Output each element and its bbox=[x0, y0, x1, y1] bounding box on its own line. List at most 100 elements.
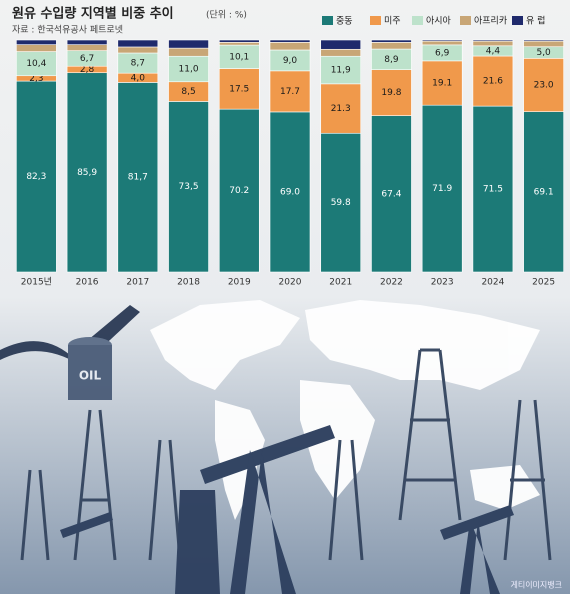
data-label: 6,9 bbox=[435, 48, 450, 58]
map-north-america bbox=[150, 300, 300, 390]
bar-segment bbox=[269, 42, 311, 51]
data-label: 71.9 bbox=[432, 184, 452, 194]
bar-segment bbox=[320, 132, 362, 273]
bar-segment bbox=[168, 47, 209, 57]
data-label: 4,0 bbox=[131, 73, 146, 83]
bar-segment bbox=[16, 44, 57, 52]
data-label: 73,5 bbox=[179, 182, 199, 192]
legend-swatch bbox=[460, 16, 471, 25]
data-label: 6,7 bbox=[80, 54, 94, 64]
data-label: 71.5 bbox=[483, 185, 503, 195]
data-label: 11,0 bbox=[179, 65, 199, 75]
legend-label: 중동 bbox=[336, 16, 353, 27]
bar-segment bbox=[421, 39, 463, 42]
bar-segment bbox=[117, 82, 159, 273]
data-label: 10,1 bbox=[229, 52, 249, 62]
data-label: 11,9 bbox=[331, 66, 351, 76]
bar-segment bbox=[523, 39, 564, 42]
bar-segment bbox=[421, 104, 463, 273]
bar-segment bbox=[168, 101, 209, 273]
legend-swatch bbox=[412, 16, 423, 25]
data-label: 17.7 bbox=[280, 87, 300, 97]
legend-label: 미주 bbox=[384, 16, 401, 27]
barrel bbox=[68, 345, 112, 400]
data-label: 69.0 bbox=[280, 187, 300, 197]
bar-segment bbox=[421, 60, 463, 106]
bar-segment bbox=[269, 70, 311, 113]
data-label: 85,9 bbox=[77, 168, 97, 178]
bar-segment bbox=[523, 40, 564, 48]
bar-segment bbox=[320, 55, 362, 85]
x-tick-label: 2018 bbox=[177, 278, 200, 288]
bar-segment bbox=[371, 69, 412, 116]
data-label: 82,3 bbox=[26, 172, 46, 182]
bar-segment bbox=[218, 39, 260, 43]
bar-segment bbox=[472, 40, 514, 47]
illustration: OIL bbox=[0, 300, 552, 594]
fuel-nozzle bbox=[0, 305, 140, 365]
legend-swatch bbox=[370, 16, 381, 25]
data-label: 9,0 bbox=[283, 56, 298, 66]
bar-segment bbox=[168, 39, 209, 49]
chart-subtitle: (단위 : %) bbox=[206, 10, 247, 21]
bar-segment bbox=[66, 72, 108, 273]
bar-segment bbox=[117, 39, 159, 48]
data-label: 2,8 bbox=[80, 65, 95, 75]
bar-segment bbox=[371, 42, 412, 50]
data-label: 70.2 bbox=[229, 186, 249, 196]
data-label: 23.0 bbox=[534, 81, 554, 91]
pumpjacks bbox=[60, 425, 514, 594]
x-tick-label: 2015년 bbox=[21, 277, 52, 288]
source: 자료 : 한국석유공사 페트로넷 bbox=[12, 25, 123, 36]
credit: 게티이미지뱅크 bbox=[510, 580, 562, 590]
map-eurasia bbox=[305, 300, 540, 390]
bar-segment bbox=[117, 46, 159, 54]
data-label: 8,5 bbox=[181, 87, 195, 97]
x-tick-label: 2017 bbox=[126, 278, 149, 288]
legend-swatch bbox=[322, 16, 333, 25]
x-tick-label: 2021 bbox=[329, 278, 352, 288]
data-label: 81,7 bbox=[128, 173, 148, 183]
map-australia bbox=[470, 465, 540, 510]
data-label: 69.1 bbox=[534, 187, 554, 197]
legend-label: 아시아 bbox=[426, 16, 452, 27]
bar-segment bbox=[472, 105, 514, 273]
bar-segment bbox=[269, 111, 311, 273]
bar-segment bbox=[218, 68, 260, 110]
bar-segment bbox=[16, 80, 57, 273]
bar-segment bbox=[523, 111, 564, 273]
data-label: 8,9 bbox=[384, 55, 399, 65]
bar-segment bbox=[218, 42, 260, 46]
bar-segment bbox=[421, 40, 463, 46]
x-tick-label: 2020 bbox=[279, 278, 302, 288]
legend-label: 유 럽 bbox=[526, 16, 545, 27]
data-label: 67.4 bbox=[381, 189, 401, 199]
x-tick-label: 2024 bbox=[481, 278, 504, 288]
map-africa bbox=[300, 380, 375, 500]
bar-segment bbox=[16, 39, 57, 45]
bar-segment bbox=[371, 39, 412, 43]
data-label: 8,7 bbox=[131, 59, 145, 69]
bar-segment bbox=[472, 39, 514, 42]
chart-title: 원유 수입량 지역별 비중 추이 bbox=[12, 6, 174, 22]
bar-segment bbox=[320, 48, 362, 57]
x-tick-label: 2016 bbox=[76, 278, 99, 288]
x-tick-label: 2019 bbox=[228, 278, 251, 288]
bar-segment bbox=[320, 39, 362, 50]
legend-label: 아프리카 bbox=[474, 16, 507, 27]
bar-segment bbox=[16, 51, 57, 77]
data-label: 4,4 bbox=[486, 46, 501, 56]
data-label: 19.8 bbox=[381, 88, 401, 98]
legend-swatch bbox=[512, 16, 523, 25]
data-label: 2,3 bbox=[29, 74, 43, 84]
bar-segment bbox=[269, 39, 311, 43]
bar-segment bbox=[218, 108, 260, 273]
bar-segment bbox=[66, 44, 108, 51]
derricks bbox=[20, 348, 552, 561]
plot: 중동 미주 아시아 아프리카 유 럽 82,3 2,3 10,4 2015년 85,9 2,86,7… bbox=[16, 16, 564, 288]
data-label: 10,4 bbox=[26, 59, 46, 69]
data-label: 19.1 bbox=[432, 79, 452, 89]
bar-segment bbox=[168, 55, 209, 83]
x-tick-label: 2025 bbox=[532, 278, 555, 288]
